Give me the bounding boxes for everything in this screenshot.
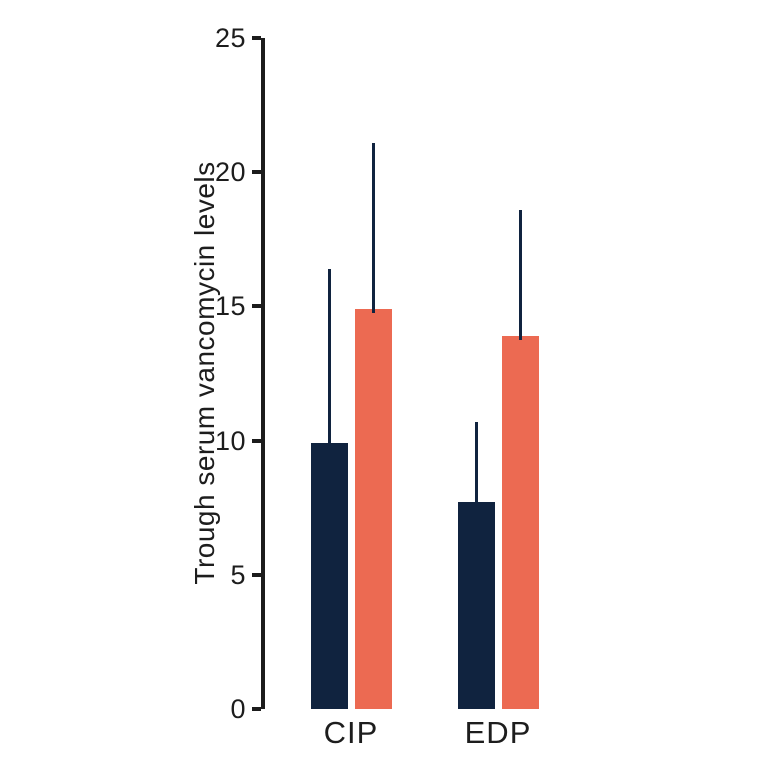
bar-cip-coral-series bbox=[354, 309, 392, 709]
y-tick-label: 20 bbox=[214, 157, 246, 188]
y-tick-mark bbox=[252, 707, 261, 711]
y-tick-mark bbox=[252, 170, 261, 175]
y-tick-mark bbox=[252, 304, 261, 309]
error-bar-cip-dark-navy-series bbox=[327, 268, 331, 448]
bar-edp-coral-series bbox=[501, 335, 539, 709]
y-tick-mark bbox=[252, 438, 261, 443]
error-bar-edp-coral-series bbox=[518, 209, 522, 340]
y-tick-label: 25 bbox=[214, 23, 246, 53]
y-axis-label: Trough serum vancomycin levels bbox=[189, 161, 220, 585]
y-tick-label: 5 bbox=[230, 559, 246, 590]
plot-area bbox=[265, 38, 605, 709]
y-axis-line bbox=[261, 38, 265, 709]
x-category-label-cip: CIP bbox=[323, 715, 379, 750]
x-category-label-edp: EDP bbox=[464, 715, 532, 750]
y-tick-label: 10 bbox=[214, 425, 246, 456]
y-tick-label: 15 bbox=[214, 291, 246, 322]
error-bar-cip-coral-series bbox=[371, 142, 375, 314]
y-tick-mark bbox=[252, 572, 261, 577]
bar-edp-dark-navy-series bbox=[457, 502, 495, 709]
y-tick-mark bbox=[252, 36, 261, 40]
y-tick-label: 0 bbox=[230, 694, 246, 724]
bar-cip-dark-navy-series bbox=[310, 443, 348, 709]
error-bar-edp-dark-navy-series bbox=[474, 421, 478, 507]
